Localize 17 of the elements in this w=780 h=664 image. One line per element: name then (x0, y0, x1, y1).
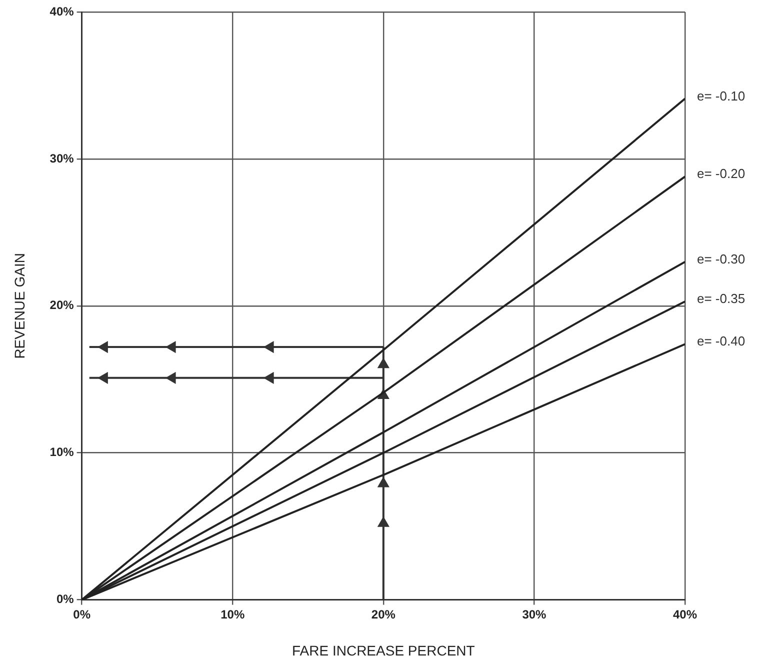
x-tick-label: 30% (522, 607, 547, 622)
x-tick-label: 20% (371, 607, 396, 622)
x-tick-label: 40% (672, 607, 698, 622)
y-tick-label: 0% (56, 592, 74, 606)
series-label: e= -0.35 (697, 291, 746, 306)
y-tick-label: 30% (50, 151, 74, 166)
series-label: e= -0.40 (697, 334, 746, 349)
y-axis-title: REVENUE GAIN (11, 252, 28, 359)
x-tick-label: 0% (73, 607, 91, 622)
series-label: e= -0.30 (697, 251, 746, 266)
series-label: e= -0.10 (697, 88, 746, 104)
y-tick-label: 40% (50, 4, 74, 18)
y-tick-label: 20% (50, 298, 74, 312)
y-tick-label: 10% (50, 445, 74, 460)
x-tick-label: 10% (220, 607, 245, 622)
series-label: e= -0.20 (697, 166, 746, 182)
x-axis-title: FARE INCREASE PERCENT (292, 642, 476, 658)
